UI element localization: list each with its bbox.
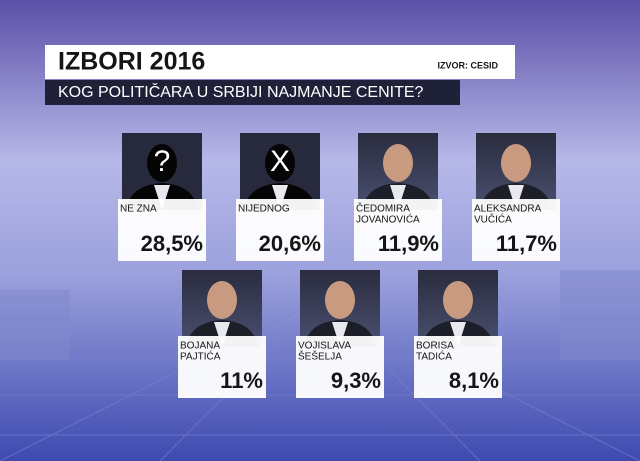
label-box [178,336,266,398]
collar [450,322,466,347]
candidate-name: NE ZNA [120,204,157,215]
percentage: 28,5% [141,231,203,256]
head [207,281,237,319]
percentage: 11,9% [378,231,439,256]
title-bar [45,45,515,79]
candidate-name: ŠEŠELJA [298,350,342,363]
head [265,144,295,182]
label-box [296,336,384,398]
source: IZVOR: CESID [437,60,498,70]
label-box [414,336,502,398]
candidate-name: JOVANOVIĆA [356,213,420,226]
photo-icon: ? [154,145,171,178]
candidate-card: X NIJEDNOG 20,6% [236,133,324,261]
percentage: 11% [220,368,263,393]
candidate-name: BOJANA [180,341,220,352]
head [443,281,473,319]
candidate-name: VOJISLAVA [298,341,351,352]
percentage: 8,1% [449,368,499,393]
collar [508,185,524,210]
photo-icon: X [270,145,290,178]
head [147,144,177,182]
head [383,144,413,182]
candidate-name: NIJEDNOG [238,204,290,215]
collar [154,185,170,210]
label-box [118,199,206,261]
collar [214,322,230,347]
subtitle: KOG POLITIČARA U SRBIJI NAJMANJE CENITE? [58,82,424,101]
percentage: 11,7% [496,231,557,256]
candidate-name: VUČIĆA [474,213,512,226]
label-box [354,199,442,261]
candidate-name: TADIĆA [416,350,452,363]
collar [390,185,406,210]
label-box [236,199,324,261]
percentage: 20,6% [259,231,321,256]
candidate-name: ALEKSANDRA [474,204,542,215]
collar [272,185,288,210]
subtitle-bar [45,80,460,105]
collar [332,322,348,347]
head [325,281,355,319]
candidate-name: PAJTIĆA [180,350,221,363]
percentage: 9,3% [331,368,381,393]
label-box [472,199,560,261]
candidate-card: ? NE ZNA 28,5% [118,133,206,261]
candidate-name: BORISA [416,341,454,352]
title: IZBORI 2016 [58,48,205,76]
candidate-name: ČEDOMIRA [356,202,410,215]
head [501,144,531,182]
